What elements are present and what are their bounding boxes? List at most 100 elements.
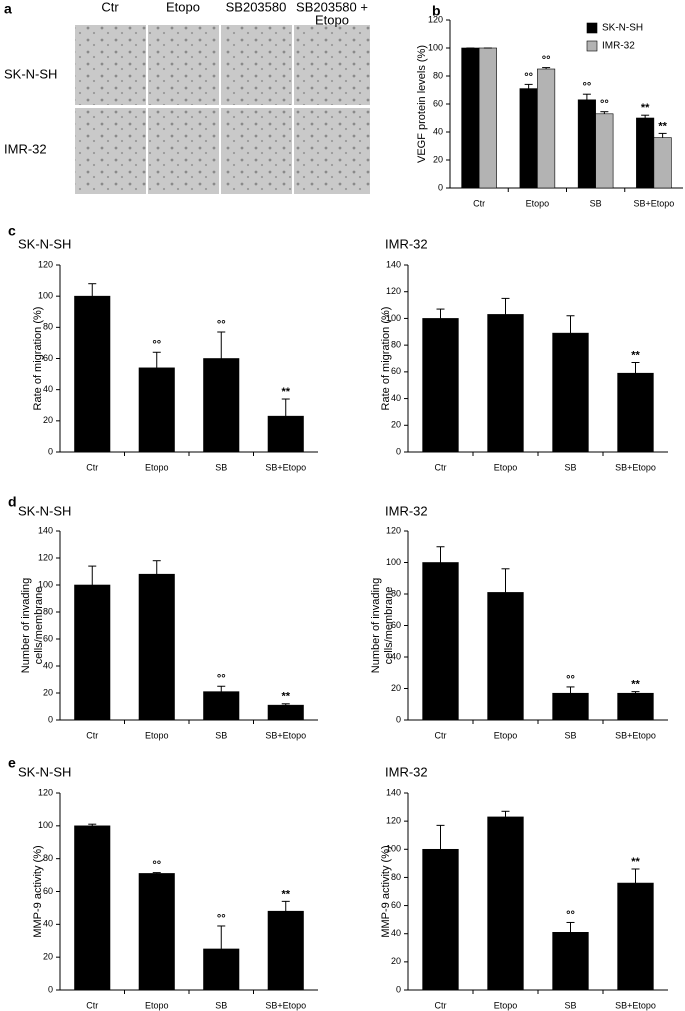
significance-mark: °° — [152, 860, 161, 872]
significance-mark: °° — [524, 71, 533, 83]
y-axis-label: cells/membrane — [33, 587, 45, 665]
y-axis-label: MMP-9 activity (%) — [32, 845, 44, 937]
y-tick-label: 40 — [43, 660, 53, 670]
x-tick-label: Etopo — [145, 1000, 169, 1010]
bar — [617, 882, 654, 991]
y-tick-label: 80 — [433, 70, 443, 80]
bar — [595, 113, 614, 189]
bar — [422, 318, 459, 453]
bar — [617, 692, 654, 721]
bar — [74, 584, 111, 721]
y-tick-label: 120 — [38, 259, 53, 269]
bar — [487, 816, 524, 991]
bar — [552, 692, 589, 721]
chart-title: SK-N-SH — [18, 236, 71, 251]
y-tick-label: 0 — [48, 984, 53, 994]
y-axis-label: MMP-9 activity (%) — [380, 845, 392, 937]
y-tick-label: 60 — [43, 633, 53, 643]
x-tick-label: Ctr — [435, 462, 447, 472]
bar — [537, 68, 556, 189]
column-header: Etopo — [315, 12, 349, 27]
y-tick-label: 140 — [38, 525, 53, 535]
column-header: Etopo — [166, 0, 200, 14]
y-axis-label: Number of invading — [20, 578, 32, 673]
x-tick-label: SB — [564, 462, 576, 472]
y-tick-label: 80 — [391, 588, 401, 598]
x-tick-label: SB — [590, 198, 602, 208]
y-tick-label: 120 — [428, 14, 443, 24]
y-tick-label: 20 — [433, 154, 443, 164]
panel-letter: b — [432, 3, 441, 19]
x-tick-label: SB+Etopo — [615, 462, 656, 472]
significance-mark: °° — [542, 55, 551, 67]
x-tick-label: SB+Etopo — [615, 1000, 656, 1010]
y-tick-label: 60 — [433, 98, 443, 108]
y-tick-label: 40 — [433, 126, 443, 136]
y-tick-label: 20 — [391, 420, 401, 430]
x-tick-label: SB+Etopo — [265, 462, 306, 472]
bar — [487, 592, 524, 721]
bar — [552, 932, 589, 991]
bar — [267, 415, 304, 453]
y-axis-label: VEGF protein levels (%) — [416, 45, 428, 163]
bar — [461, 47, 480, 189]
column-header: SB203580 — [226, 0, 287, 14]
significance-mark: °° — [566, 674, 575, 686]
y-tick-label: 60 — [391, 900, 401, 910]
y-tick-label: 60 — [43, 886, 53, 896]
y-tick-label: 0 — [48, 446, 53, 456]
y-axis-label: Rate of migration (%) — [380, 307, 392, 411]
x-tick-label: Ctr — [86, 462, 98, 472]
bar — [138, 573, 175, 721]
y-tick-label: 60 — [391, 366, 401, 376]
chart-title: SK-N-SH — [18, 503, 71, 518]
significance-mark: °° — [217, 913, 226, 925]
significance-mark: ** — [631, 856, 640, 868]
y-tick-label: 20 — [391, 956, 401, 966]
bar — [487, 314, 524, 453]
bar — [138, 367, 175, 453]
chart-title: SK-N-SH — [18, 764, 71, 779]
x-tick-label: Ctr — [435, 1000, 447, 1010]
y-tick-label: 20 — [43, 415, 53, 425]
legend-swatch — [586, 22, 598, 34]
micrograph — [221, 108, 292, 194]
y-tick-label: 20 — [391, 683, 401, 693]
y-tick-label: 0 — [396, 984, 401, 994]
column-header: Ctr — [101, 0, 119, 14]
micrograph — [221, 25, 292, 105]
legend-swatch — [586, 40, 598, 52]
panel-letter: e — [8, 755, 16, 771]
x-tick-label: Etopo — [145, 462, 169, 472]
y-tick-label: 120 — [386, 525, 401, 535]
y-tick-label: 60 — [391, 620, 401, 630]
y-tick-label: 40 — [391, 651, 401, 661]
x-tick-label: Ctr — [473, 198, 485, 208]
y-tick-label: 0 — [396, 446, 401, 456]
y-tick-label: 80 — [43, 606, 53, 616]
micrograph — [75, 108, 146, 194]
x-tick-label: SB — [215, 462, 227, 472]
y-tick-label: 120 — [38, 787, 53, 797]
bar — [203, 358, 240, 453]
bar — [267, 910, 304, 991]
bar — [636, 117, 655, 189]
x-tick-label: SB — [564, 730, 576, 740]
x-tick-label: SB+Etopo — [265, 1000, 306, 1010]
significance-mark: ** — [641, 102, 650, 114]
micrograph — [294, 108, 370, 194]
bar — [74, 825, 111, 991]
row-label: IMR-32 — [4, 141, 47, 156]
bar — [422, 848, 459, 991]
y-tick-label: 40 — [43, 919, 53, 929]
significance-mark: °° — [217, 673, 226, 685]
chart-title: IMR-32 — [385, 503, 428, 518]
bar — [203, 948, 240, 991]
y-tick-label: 40 — [391, 393, 401, 403]
significance-mark: ** — [281, 691, 290, 703]
y-tick-label: 100 — [386, 557, 401, 567]
significance-mark: ** — [281, 888, 290, 900]
y-axis-label: Rate of migration (%) — [32, 307, 44, 411]
y-tick-label: 100 — [428, 42, 443, 52]
